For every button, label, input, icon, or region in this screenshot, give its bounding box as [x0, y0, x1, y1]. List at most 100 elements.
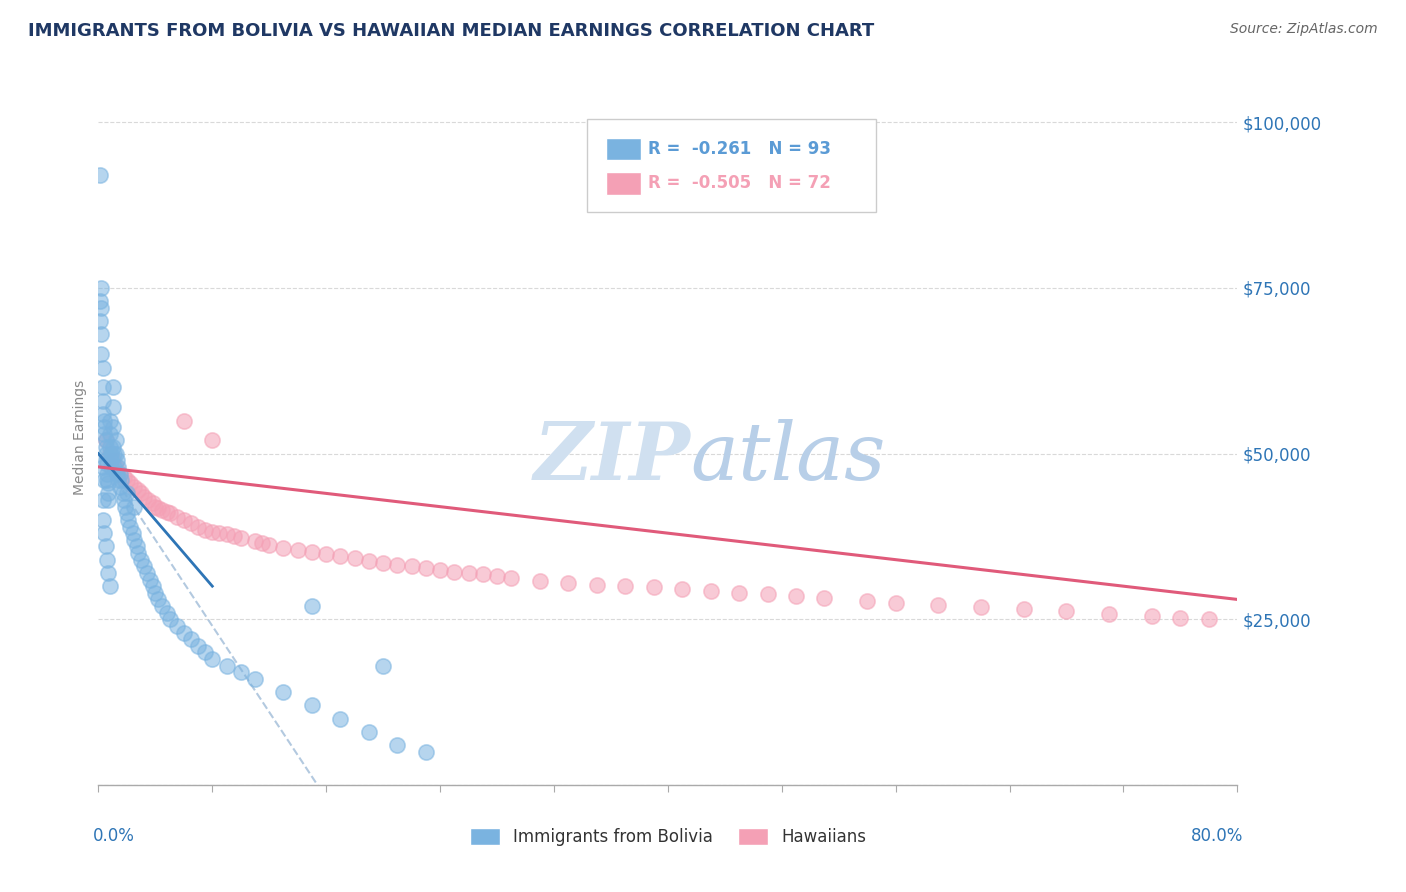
Point	[98, 426, 121, 441]
Point	[443, 565, 465, 579]
Point	[96, 473, 118, 487]
Point	[108, 480, 131, 494]
Point	[98, 579, 121, 593]
Point	[90, 327, 112, 342]
Point	[91, 360, 114, 375]
Point	[129, 552, 152, 566]
Point	[373, 658, 395, 673]
Point	[97, 566, 120, 580]
Point	[104, 434, 127, 448]
Point	[148, 592, 170, 607]
Point	[97, 476, 120, 491]
Point	[98, 413, 121, 427]
Point	[100, 453, 122, 467]
Point	[91, 393, 114, 408]
Point	[148, 500, 170, 515]
Point	[111, 486, 134, 500]
Point	[159, 506, 181, 520]
Point	[152, 503, 174, 517]
Text: IMMIGRANTS FROM BOLIVIA VS HAWAIIAN MEDIAN EARNINGS CORRELATION CHART: IMMIGRANTS FROM BOLIVIA VS HAWAIIAN MEDI…	[28, 22, 875, 40]
Point	[110, 473, 132, 487]
Point	[243, 672, 266, 686]
Point	[93, 426, 115, 441]
Point	[94, 447, 117, 461]
Point	[301, 599, 323, 613]
Point	[201, 524, 224, 539]
Point	[187, 639, 209, 653]
Point	[180, 632, 202, 647]
Point	[970, 600, 993, 615]
Point	[101, 401, 124, 415]
Point	[108, 467, 131, 481]
Point	[415, 560, 437, 574]
Point	[585, 578, 607, 592]
Point	[98, 447, 121, 461]
Point	[201, 434, 224, 448]
Point	[159, 612, 181, 626]
Point	[89, 169, 111, 183]
Point	[138, 573, 160, 587]
Point	[135, 566, 157, 580]
Point	[112, 470, 135, 484]
Point	[94, 453, 117, 467]
Point	[98, 440, 121, 454]
Point	[115, 486, 138, 500]
Point	[243, 534, 266, 549]
Point	[105, 467, 128, 481]
Point	[315, 547, 337, 561]
Point	[156, 505, 179, 519]
Point	[699, 584, 721, 599]
Point	[104, 459, 127, 474]
Point	[166, 619, 188, 633]
Point	[785, 589, 807, 603]
Point	[94, 434, 117, 448]
Point	[301, 698, 323, 713]
Point	[141, 579, 163, 593]
Point	[166, 509, 188, 524]
Point	[884, 596, 907, 610]
Point	[97, 493, 120, 508]
Point	[118, 476, 141, 491]
Point	[107, 459, 129, 474]
Point	[756, 587, 779, 601]
Point	[136, 493, 159, 508]
Point	[115, 473, 138, 487]
Point	[141, 496, 163, 510]
Point	[222, 529, 245, 543]
Point	[132, 490, 155, 504]
Point	[101, 453, 124, 467]
Point	[115, 506, 138, 520]
Point	[415, 745, 437, 759]
Point	[129, 486, 152, 500]
Point	[127, 546, 149, 560]
Point	[96, 467, 118, 481]
Point	[93, 413, 115, 427]
Point	[813, 591, 835, 606]
Point	[118, 519, 141, 533]
Point	[643, 581, 665, 595]
Point	[180, 516, 202, 531]
Point	[173, 413, 195, 427]
Point	[105, 453, 128, 467]
Legend: Immigrants from Bolivia, Hawaiians: Immigrants from Bolivia, Hawaiians	[463, 822, 873, 853]
Point	[194, 523, 217, 537]
Point	[856, 593, 879, 607]
Text: Source: ZipAtlas.com: Source: ZipAtlas.com	[1230, 22, 1378, 37]
Point	[457, 566, 479, 580]
Point	[122, 533, 145, 547]
Point	[122, 480, 145, 494]
Point	[728, 586, 751, 600]
Point	[329, 712, 352, 726]
Text: R =  -0.261   N = 93: R = -0.261 N = 93	[648, 140, 831, 158]
Point	[91, 459, 114, 474]
Point	[387, 738, 409, 752]
Point	[107, 473, 129, 487]
Point	[127, 483, 149, 497]
Point	[501, 571, 523, 585]
Point	[1056, 604, 1078, 618]
Point	[101, 440, 124, 454]
Point	[132, 559, 155, 574]
Point	[145, 586, 167, 600]
Point	[287, 542, 309, 557]
Point	[1140, 609, 1163, 624]
